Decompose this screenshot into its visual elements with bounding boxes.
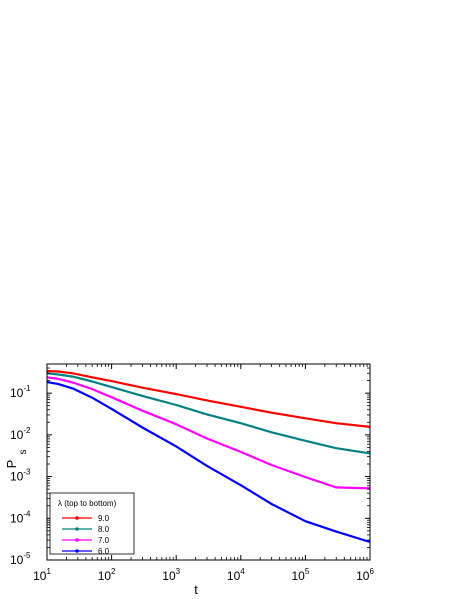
y-tick-label: 10-1 <box>10 384 31 400</box>
legend-marker-6-0 <box>75 549 79 553</box>
legend-label-7-0: 7.0 <box>98 536 110 545</box>
x-tick-label: 101 <box>33 567 51 583</box>
plot-frame <box>46 363 371 561</box>
y-tick-label: 10-4 <box>10 509 31 525</box>
series-line-6-0 <box>46 380 371 544</box>
legend-label-8-0: 8.0 <box>98 525 110 534</box>
y-axis-title-group: P <box>4 460 19 469</box>
x-tick-label: 105 <box>291 567 309 583</box>
x-tick-label: 102 <box>98 567 116 583</box>
y-axis-subscript: s <box>18 450 29 455</box>
legend-label-9-0: 9.0 <box>98 514 110 523</box>
legend-title: λ (top to bottom) <box>58 499 117 508</box>
series-line-9-0 <box>46 369 371 428</box>
legend-marker-9-0 <box>75 516 79 520</box>
x-tick-label: 104 <box>227 567 245 583</box>
y-tick-label: 10-2 <box>10 426 31 442</box>
y-axis-title: P <box>4 460 19 469</box>
legend-label-6-0: 6.0 <box>98 547 110 556</box>
x-tick-label: 103 <box>162 567 180 583</box>
series-line-8-0 <box>46 372 371 455</box>
axes: 101 102 103 104 105 106 10-5 10-4 10-3 10-2 10-1 <box>10 363 374 583</box>
legend-entries: 9.0 8.0 7.0 6.0 <box>62 514 110 556</box>
legend: λ (top to bottom) 9.0 8.0 7.0 6.0 <box>49 492 135 556</box>
legend-marker-7-0 <box>75 538 79 542</box>
x-tick-label: 106 <box>356 567 374 583</box>
x-axis-title: t <box>194 582 198 597</box>
y-axis-subscript-group: s <box>18 450 29 455</box>
y-tick-label: 10-3 <box>10 468 31 484</box>
legend-marker-8-0 <box>75 527 79 531</box>
series-lines <box>46 369 371 544</box>
y-tick-label: 10-5 <box>10 551 31 567</box>
series-line-7-0 <box>46 376 371 490</box>
legend-box <box>49 492 135 555</box>
